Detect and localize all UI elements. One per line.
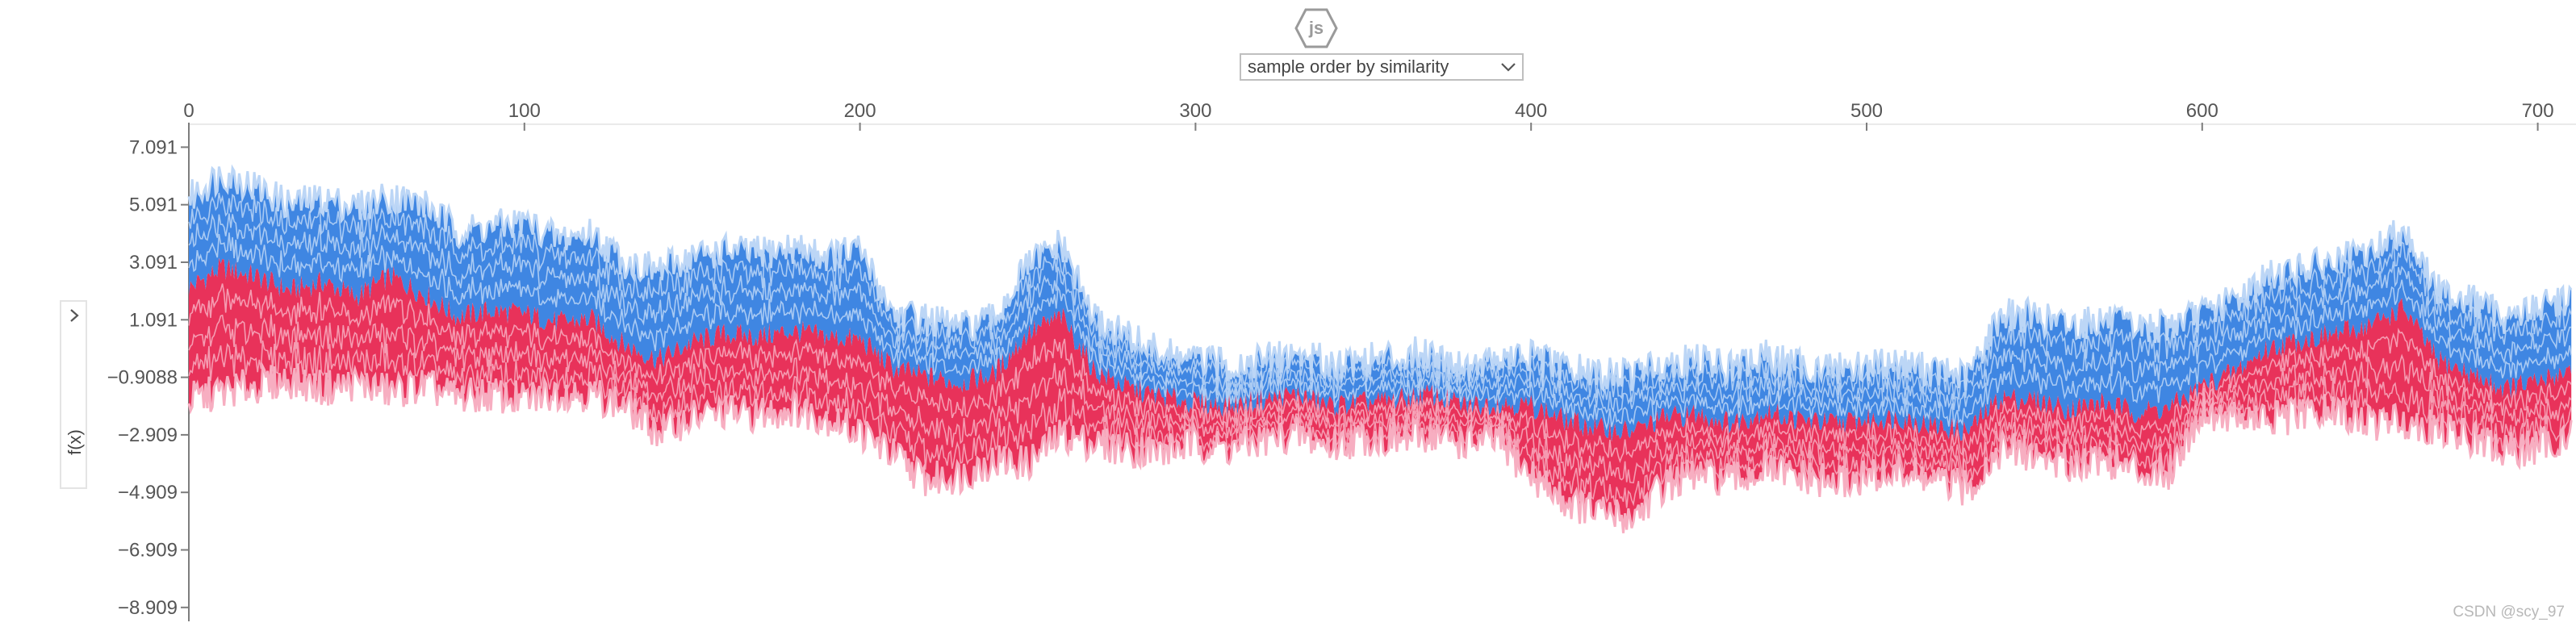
watermark: CSDN @scy_97 [2453, 604, 2565, 621]
y-tick-label-5: −2.909 [118, 424, 178, 446]
positive-feature-line-1 [188, 283, 2572, 463]
sample-order-select-value: sample order by similarity [1248, 56, 1449, 77]
x-tick-label-6: 600 [2186, 100, 2218, 122]
negative-feature-line-1 [188, 232, 2572, 431]
chevron-right-icon[interactable] [66, 307, 82, 324]
y-tick-label-8: −8.909 [118, 597, 178, 619]
x-tick-label-3: 300 [1179, 100, 1211, 122]
chevron-down-icon [1495, 62, 1522, 72]
y-tick-label-4: −0.9088 [107, 367, 178, 389]
x-tick-label-4: 400 [1515, 100, 1547, 122]
x-tick-label-1: 100 [508, 100, 541, 122]
upper-edge-line [187, 164, 2573, 393]
feature-axis-panel: f(x) [60, 300, 87, 489]
x-tick-label-7: 700 [2522, 100, 2554, 122]
x-tick-label-5: 500 [1850, 100, 1883, 122]
x-tick-label-2: 200 [844, 100, 876, 122]
y-tick-label-1: 5.091 [129, 194, 178, 216]
y-tick-label-6: −4.909 [118, 482, 178, 504]
y-tick-label-0: 7.091 [129, 136, 178, 158]
js-logo-text: js [1308, 18, 1324, 38]
lower-edge-line [187, 361, 2573, 533]
y-tick-label-3: 1.091 [129, 309, 178, 331]
y-tick-label-2: 3.091 [129, 252, 178, 274]
sample-order-select[interactable]: sample order by similarity [1240, 53, 1524, 81]
positive-contribution-area [189, 257, 2572, 533]
positive-feature-line-2 [188, 314, 2572, 484]
negative-feature-line-2 [188, 213, 2572, 415]
x-tick-label-0: 0 [183, 100, 194, 122]
negative-feature-line-3 [188, 192, 2572, 403]
js-logo: js [1294, 8, 1338, 48]
y-tick-label-7: −6.909 [118, 540, 178, 562]
